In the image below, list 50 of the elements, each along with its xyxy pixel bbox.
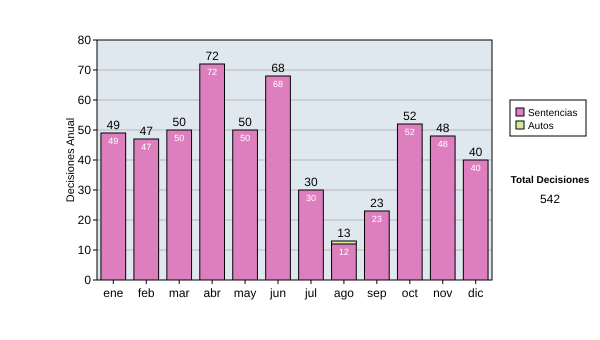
data-label: 49 — [108, 136, 118, 146]
data-label: 30 — [306, 193, 316, 203]
total-label: 47 — [140, 124, 154, 138]
data-label: 12 — [338, 247, 349, 257]
data-label: 72 — [207, 67, 218, 77]
x-tick-label: nov — [433, 286, 452, 300]
y-axis-title: Decisiones Anual — [65, 118, 77, 202]
x-tick-label: sep — [367, 286, 387, 300]
total-label: 50 — [238, 115, 252, 129]
x-tick-label: ago — [334, 286, 354, 300]
x-tick-label: abr — [203, 286, 221, 300]
total-label: 13 — [337, 226, 351, 240]
x-tick-label: dic — [468, 286, 484, 300]
total-label: 52 — [403, 109, 417, 123]
text: 542 — [540, 192, 560, 206]
x-tick-label: mar — [168, 286, 190, 300]
data-label: 48 — [438, 139, 448, 149]
y-tick-label: 20 — [78, 213, 92, 227]
y-tick-label: 10 — [78, 243, 92, 257]
total-label: 68 — [271, 61, 286, 75]
y-tick-label: 70 — [78, 63, 92, 77]
data-label: 47 — [141, 142, 152, 152]
x-tick-label: oct — [402, 286, 418, 300]
data-label: 50 — [174, 133, 184, 143]
total-label: 72 — [205, 49, 220, 63]
total-label: 48 — [436, 121, 450, 135]
data-label: 52 — [404, 127, 415, 137]
total-label: 49 — [106, 118, 120, 132]
y-tick-label: 60 — [78, 93, 92, 107]
x-tick-label: jun — [269, 286, 286, 300]
y-tick-label: 50 — [78, 123, 92, 137]
x-tick-label: ene — [103, 286, 124, 300]
legend-label: Sentencias — [528, 108, 578, 119]
y-tick-label: 40 — [78, 153, 92, 167]
y-tick-label: 30 — [78, 183, 92, 197]
x-tick-label: feb — [138, 286, 155, 300]
data-label: 40 — [470, 163, 481, 173]
total-label: 23 — [370, 196, 384, 210]
y-tick-label: 80 — [78, 33, 92, 47]
total-label: 50 — [172, 115, 186, 129]
y-tick-label: 0 — [84, 273, 92, 287]
text: Total Decisiones — [510, 175, 590, 186]
total-label: 30 — [304, 175, 318, 189]
total-label: 40 — [469, 145, 483, 159]
data-label: 68 — [273, 79, 284, 89]
x-tick-label: jul — [304, 286, 317, 300]
x-tick-label: may — [234, 286, 256, 300]
data-label: 23 — [372, 214, 382, 224]
legend-label: Autos — [528, 121, 554, 132]
data-label: 50 — [240, 133, 250, 143]
